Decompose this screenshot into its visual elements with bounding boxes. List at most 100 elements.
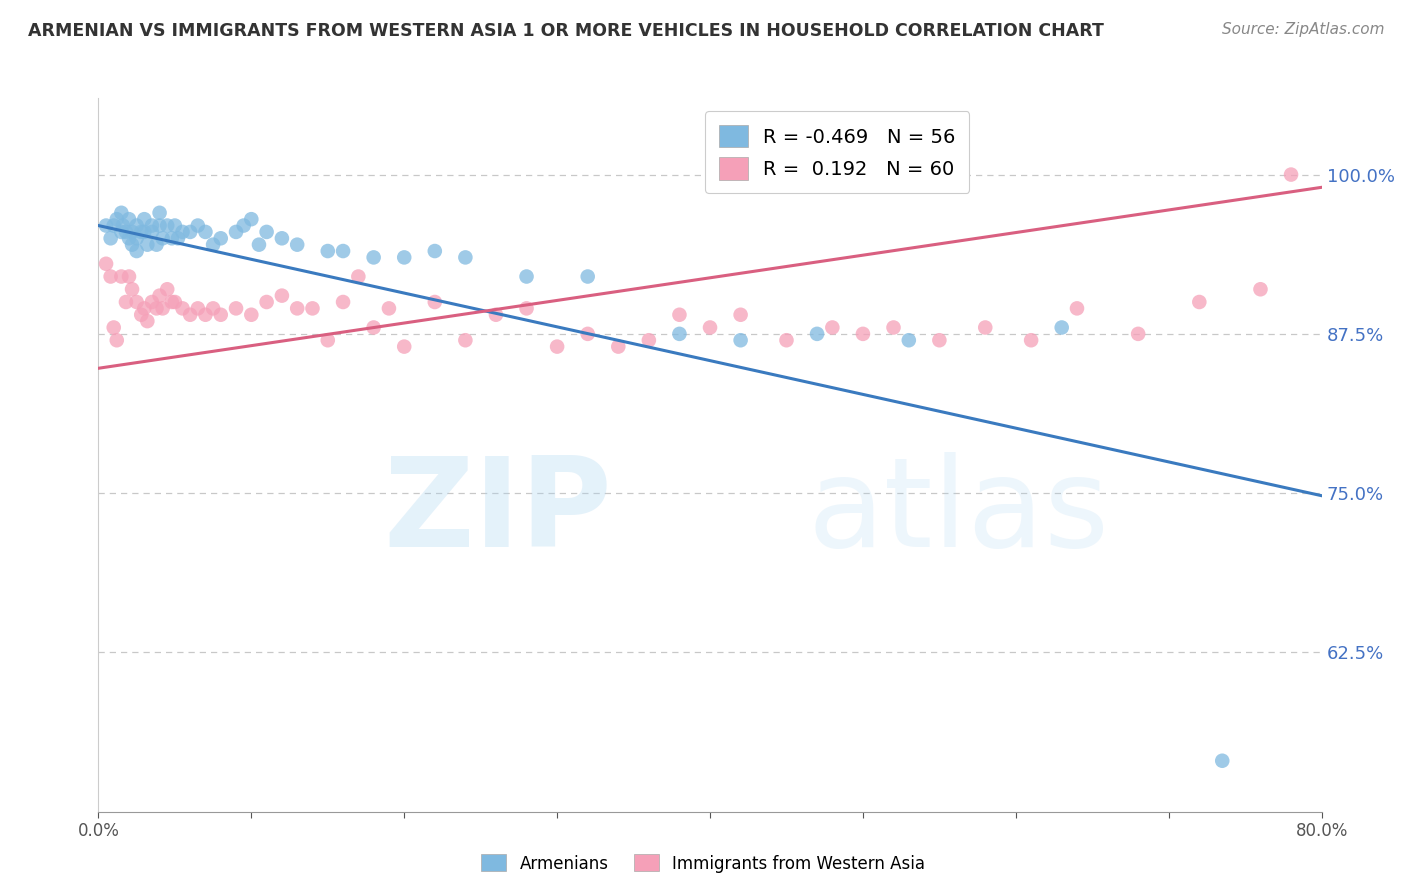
Point (392, 251, 416, 265)
Point (232, 219, 254, 233)
Point (125, 244, 148, 258)
Point (1188, 295, 1211, 310)
Point (163, 295, 186, 310)
Point (637, 333, 661, 347)
Point (928, 333, 950, 347)
Point (172, 225, 194, 239)
Point (115, 225, 138, 239)
Point (363, 251, 385, 265)
Point (110, 269, 132, 284)
Point (225, 301, 247, 316)
Point (363, 320, 385, 334)
Point (103, 320, 125, 334)
Point (160, 295, 183, 310)
Point (454, 333, 477, 347)
Point (149, 288, 172, 302)
Point (516, 301, 538, 316)
Point (883, 320, 905, 334)
Point (118, 269, 141, 284)
Point (607, 340, 630, 354)
Point (149, 206, 172, 220)
Point (516, 269, 538, 284)
Point (187, 219, 209, 233)
Point (668, 308, 690, 322)
Point (1066, 301, 1088, 316)
Point (167, 231, 190, 245)
Point (485, 308, 508, 322)
Point (316, 244, 339, 258)
Point (121, 237, 143, 252)
Point (1128, 326, 1150, 341)
Point (141, 225, 163, 239)
Point (111, 219, 134, 233)
Point (187, 301, 209, 316)
Point (974, 320, 997, 334)
Point (202, 301, 225, 316)
Point (134, 212, 156, 227)
Point (121, 225, 143, 239)
Point (100, 231, 122, 245)
Text: Source: ZipAtlas.com: Source: ZipAtlas.com (1222, 22, 1385, 37)
Point (423, 244, 446, 258)
Point (730, 333, 752, 347)
Point (806, 326, 828, 341)
Point (1050, 320, 1073, 334)
Point (240, 308, 263, 322)
Point (256, 225, 278, 239)
Point (775, 333, 797, 347)
Point (423, 295, 446, 310)
Point (110, 225, 132, 239)
Point (156, 219, 179, 233)
Point (121, 282, 143, 296)
Point (247, 237, 270, 252)
Point (136, 314, 159, 328)
Point (94, 257, 117, 271)
Point (179, 225, 201, 239)
Point (256, 295, 278, 310)
Point (194, 308, 217, 322)
Point (1211, 754, 1233, 768)
Point (141, 295, 163, 310)
Point (129, 225, 152, 239)
Point (105, 212, 128, 227)
Point (141, 219, 163, 233)
Point (378, 301, 401, 316)
Point (1249, 282, 1271, 296)
Point (897, 333, 920, 347)
Point (149, 219, 172, 233)
Point (105, 333, 128, 347)
Point (94, 219, 117, 233)
Point (172, 301, 194, 316)
Point (136, 237, 159, 252)
Point (134, 225, 156, 239)
Point (454, 251, 477, 265)
Point (152, 301, 174, 316)
Point (316, 333, 339, 347)
Point (332, 244, 354, 258)
Point (110, 206, 132, 220)
Point (270, 288, 292, 302)
Point (163, 219, 186, 233)
Point (160, 231, 183, 245)
Point (699, 320, 721, 334)
Y-axis label: 1 or more Vehicles in Household: 1 or more Vehicles in Household (0, 321, 8, 589)
Point (125, 219, 148, 233)
Point (1279, 168, 1302, 182)
Legend: Armenians, Immigrants from Western Asia: Armenians, Immigrants from Western Asia (474, 847, 932, 880)
Point (156, 282, 179, 296)
Point (209, 231, 232, 245)
Point (125, 295, 148, 310)
Text: atlas: atlas (808, 451, 1109, 573)
Point (392, 340, 416, 354)
Point (332, 295, 354, 310)
Point (576, 326, 599, 341)
Text: ZIP: ZIP (384, 451, 612, 573)
Point (115, 295, 138, 310)
Point (145, 301, 167, 316)
Point (118, 212, 141, 227)
Point (103, 219, 125, 233)
Point (145, 237, 167, 252)
Point (240, 212, 263, 227)
Point (285, 237, 308, 252)
Point (129, 308, 152, 322)
